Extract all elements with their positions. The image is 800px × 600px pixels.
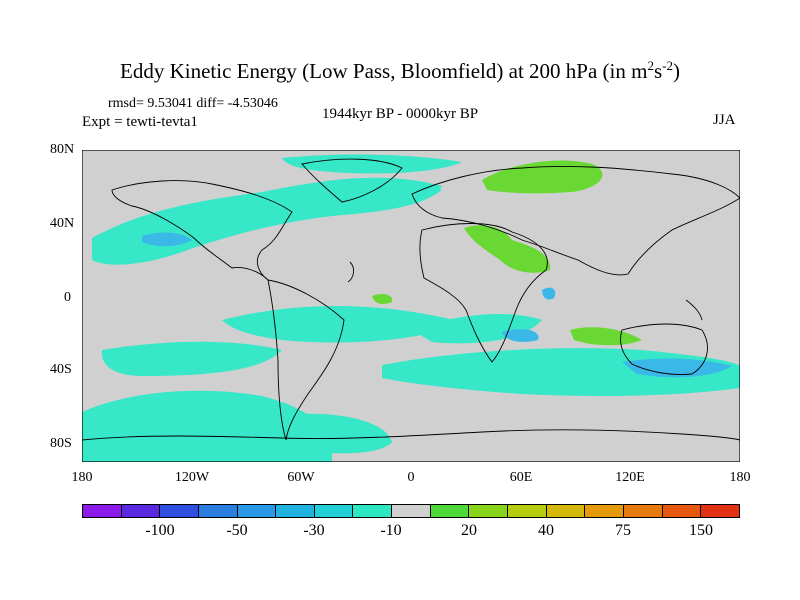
colorbar-swatch: [276, 505, 315, 517]
season-label: JJA: [713, 112, 736, 128]
x-tick-120w: 120W: [174, 470, 210, 485]
colorbar-swatch: [353, 505, 393, 517]
colorbar-label: 150: [689, 522, 713, 539]
stats-label: rmsd= 9.53041 diff= -4.53046: [108, 96, 278, 111]
colorbar-swatch: [662, 505, 702, 517]
x-tick-180e: 180: [729, 470, 751, 485]
colorbar-label: 20: [461, 522, 477, 539]
colorbar-label: -10: [380, 522, 402, 539]
colorbar-swatch: [121, 505, 161, 517]
colorbar-swatch: [198, 505, 238, 517]
x-tick-60e: 60E: [509, 470, 533, 485]
colorbar-label: 40: [538, 522, 554, 539]
experiment-label: Expt = tewti-tevta1: [82, 114, 198, 130]
x-tick-180w: 180: [71, 470, 93, 485]
map-panel: [82, 150, 740, 462]
colorbar-swatch: [430, 505, 470, 517]
coastlines: [82, 158, 740, 441]
colorbar-swatch: [701, 505, 739, 517]
colorbar-swatch: [585, 505, 624, 517]
figure-title: Eddy Kinetic Energy (Low Pass, Bloomfiel…: [120, 58, 680, 83]
y-tick-40n: 40N: [50, 216, 75, 231]
colorbar-label: -30: [303, 522, 325, 539]
colorbar: [82, 504, 740, 518]
x-tick-120e: 120E: [615, 470, 645, 485]
colorbar-swatch: [623, 505, 663, 517]
colorbar-label: -100: [145, 522, 175, 539]
y-tick-equator: 0: [64, 290, 71, 305]
anomaly-blue-regions: [142, 232, 732, 378]
colorbar-swatch: [508, 505, 547, 517]
colorbar-label: -50: [226, 522, 248, 539]
colorbar-swatch: [392, 505, 431, 517]
colorbar-label: 75: [615, 522, 631, 539]
colorbar-swatch: [83, 505, 122, 517]
y-tick-40s: 40S: [50, 362, 72, 377]
colorbar-swatch: [160, 505, 199, 517]
colorbar-swatch: [546, 505, 586, 517]
colorbar-swatch: [469, 505, 509, 517]
colorbar-swatch: [314, 505, 354, 517]
period-label: 1944kyr BP - 0000kyr BP: [322, 106, 479, 122]
x-tick-0: 0: [407, 470, 415, 485]
x-tick-60w: 60W: [287, 470, 315, 485]
colorbar-swatch: [237, 505, 277, 517]
y-tick-80s: 80S: [50, 436, 72, 451]
y-tick-80n: 80N: [50, 142, 75, 157]
